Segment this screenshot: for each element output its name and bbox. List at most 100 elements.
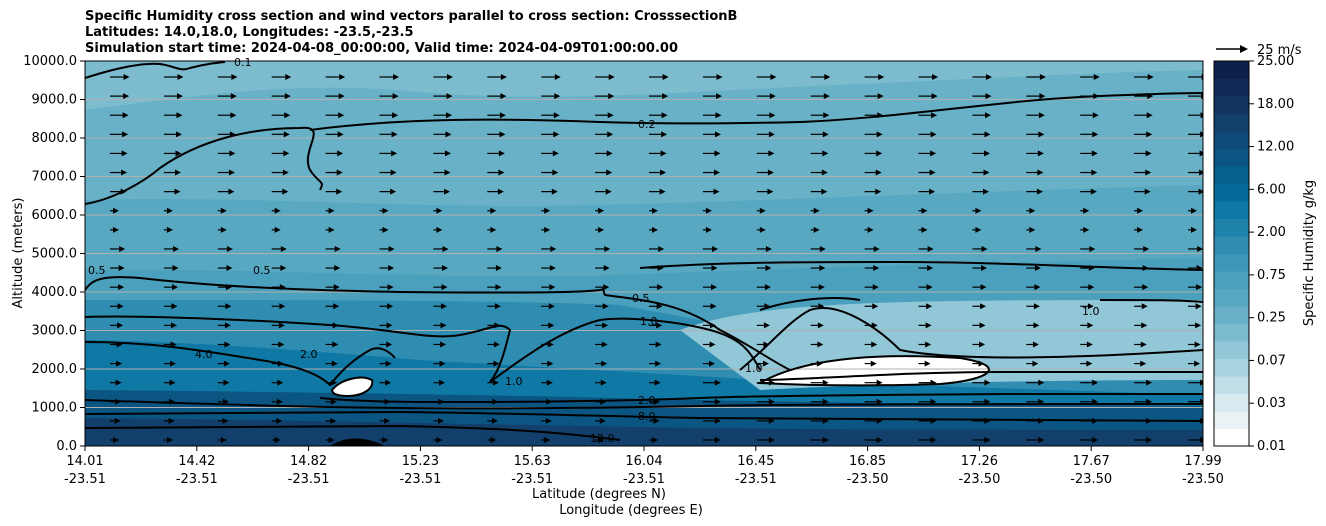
x-tick-label-lon: -23.50: [847, 472, 889, 487]
wind-vector: [163, 284, 179, 291]
wind-vector: [864, 188, 882, 195]
y-tick-label: 10000.0: [23, 54, 77, 69]
wind-vector: [1188, 398, 1203, 405]
wind-vector: [918, 322, 932, 329]
wind-vector: [487, 169, 505, 176]
wind-vector: [702, 226, 712, 233]
x-tick-label-lat: 17.67: [1073, 454, 1110, 469]
wind-vector: [487, 245, 503, 252]
colorbar-label: Specific Humidity g/kg: [1302, 180, 1317, 326]
contour-label-2: 0.5: [253, 264, 271, 277]
contour-label-5: 1.0: [640, 315, 658, 328]
wind-vector: [810, 417, 829, 424]
colorbar-band: [1214, 236, 1249, 254]
colorbar-frame: [1213, 60, 1250, 447]
y-tick-label: 9000.0: [32, 93, 78, 108]
wind-vector: [810, 303, 825, 310]
wind-vector: [702, 360, 716, 367]
wind-vector: [110, 112, 129, 119]
wind-vector: [433, 112, 452, 119]
wind-vector: [487, 417, 498, 424]
wind-vector: [1026, 322, 1040, 329]
colorbar-ticks: 0.01 0.03 0.07 0.25 0.75 2.00 6.00 12.00 18.00 25…: [1249, 54, 1294, 454]
colorbar: [1214, 61, 1249, 447]
wind-vector: [1026, 437, 1045, 443]
wind-vector: [1080, 207, 1090, 214]
wind-vector: [110, 398, 122, 405]
wind-vector: [918, 360, 931, 367]
wind-vector: [918, 303, 933, 310]
wind-vector: [1080, 322, 1094, 329]
wind-vector: [702, 437, 721, 443]
wind-vector: [595, 265, 610, 272]
wind-vector: [1188, 169, 1203, 176]
wind-vector: [1080, 131, 1099, 138]
colorbar-band: [1214, 271, 1249, 289]
wind-vector: [163, 398, 176, 405]
wind-vector: [1080, 303, 1094, 310]
wind-vector: [649, 417, 660, 424]
wind-vector: [379, 322, 393, 329]
y-tick-label: 7000.0: [32, 170, 78, 185]
wind-vector: [595, 207, 605, 214]
wind-vector: [810, 322, 824, 329]
wind-vector: [918, 207, 928, 214]
wind-vector: [433, 303, 448, 310]
wind-vector: [918, 341, 932, 348]
wind-vector: [1134, 169, 1152, 176]
x-tick-label-lat: 15.63: [514, 454, 551, 469]
wind-vector: [756, 169, 774, 176]
wind-vector: [649, 93, 669, 100]
field-band-top: [85, 61, 1203, 110]
wind-vector: [702, 93, 722, 100]
wind-vector: [541, 112, 560, 119]
wind-vector: [702, 417, 721, 424]
contour-label-11: 4.0: [195, 348, 213, 361]
wind-vector: [271, 226, 281, 233]
wind-vector: [217, 188, 235, 195]
wind-vector: [595, 360, 608, 367]
wind-vector: [110, 417, 121, 424]
wind-vector: [325, 93, 345, 100]
wind-vector: [487, 188, 504, 195]
wind-vector: [756, 265, 772, 272]
wind-vector: [271, 437, 281, 443]
wind-vector: [217, 437, 227, 443]
wind-vector: [1188, 226, 1197, 233]
colorbar-band: [1214, 218, 1249, 237]
contour-label-1: 0.2: [638, 118, 656, 131]
wind-vector: [487, 341, 500, 348]
wind-vector: [487, 437, 497, 443]
wind-vector: [864, 226, 874, 233]
colorbar-band: [1214, 113, 1249, 132]
colorbar-band: [1214, 341, 1249, 359]
colorbar-band: [1214, 78, 1249, 97]
wind-vector: [864, 112, 884, 119]
wind-vector: [379, 150, 398, 157]
wind-vector: [541, 284, 556, 291]
wind-vector: [756, 379, 775, 386]
wind-vector: [1026, 93, 1046, 100]
wind-vector: [972, 322, 986, 329]
wind-vector: [271, 303, 286, 310]
wind-vector: [972, 341, 986, 348]
wind-vector: [379, 131, 398, 138]
wind-vector: [595, 417, 606, 424]
wind-vector: [1134, 417, 1153, 424]
wind-vector: [756, 398, 775, 405]
wind-vector: [918, 437, 937, 443]
x-axis-label-lat: Latitude (degrees N): [532, 487, 666, 502]
wind-vector: [972, 226, 982, 233]
contour-12p0: [85, 424, 621, 441]
contour-2p0-b: [319, 392, 1203, 404]
wind-vector: [918, 169, 936, 176]
x-tick-label-lon: -23.50: [1182, 472, 1224, 487]
wind-vector: [271, 284, 286, 291]
colorbar-band: [1214, 148, 1249, 167]
colorbar-tick-label: 25.00: [1257, 54, 1294, 69]
wind-vector: [271, 398, 283, 405]
wind-vector: [810, 131, 829, 138]
colorbar-band: [1214, 376, 1249, 394]
wind-vector: [541, 360, 554, 367]
wind-vector: [810, 150, 829, 157]
